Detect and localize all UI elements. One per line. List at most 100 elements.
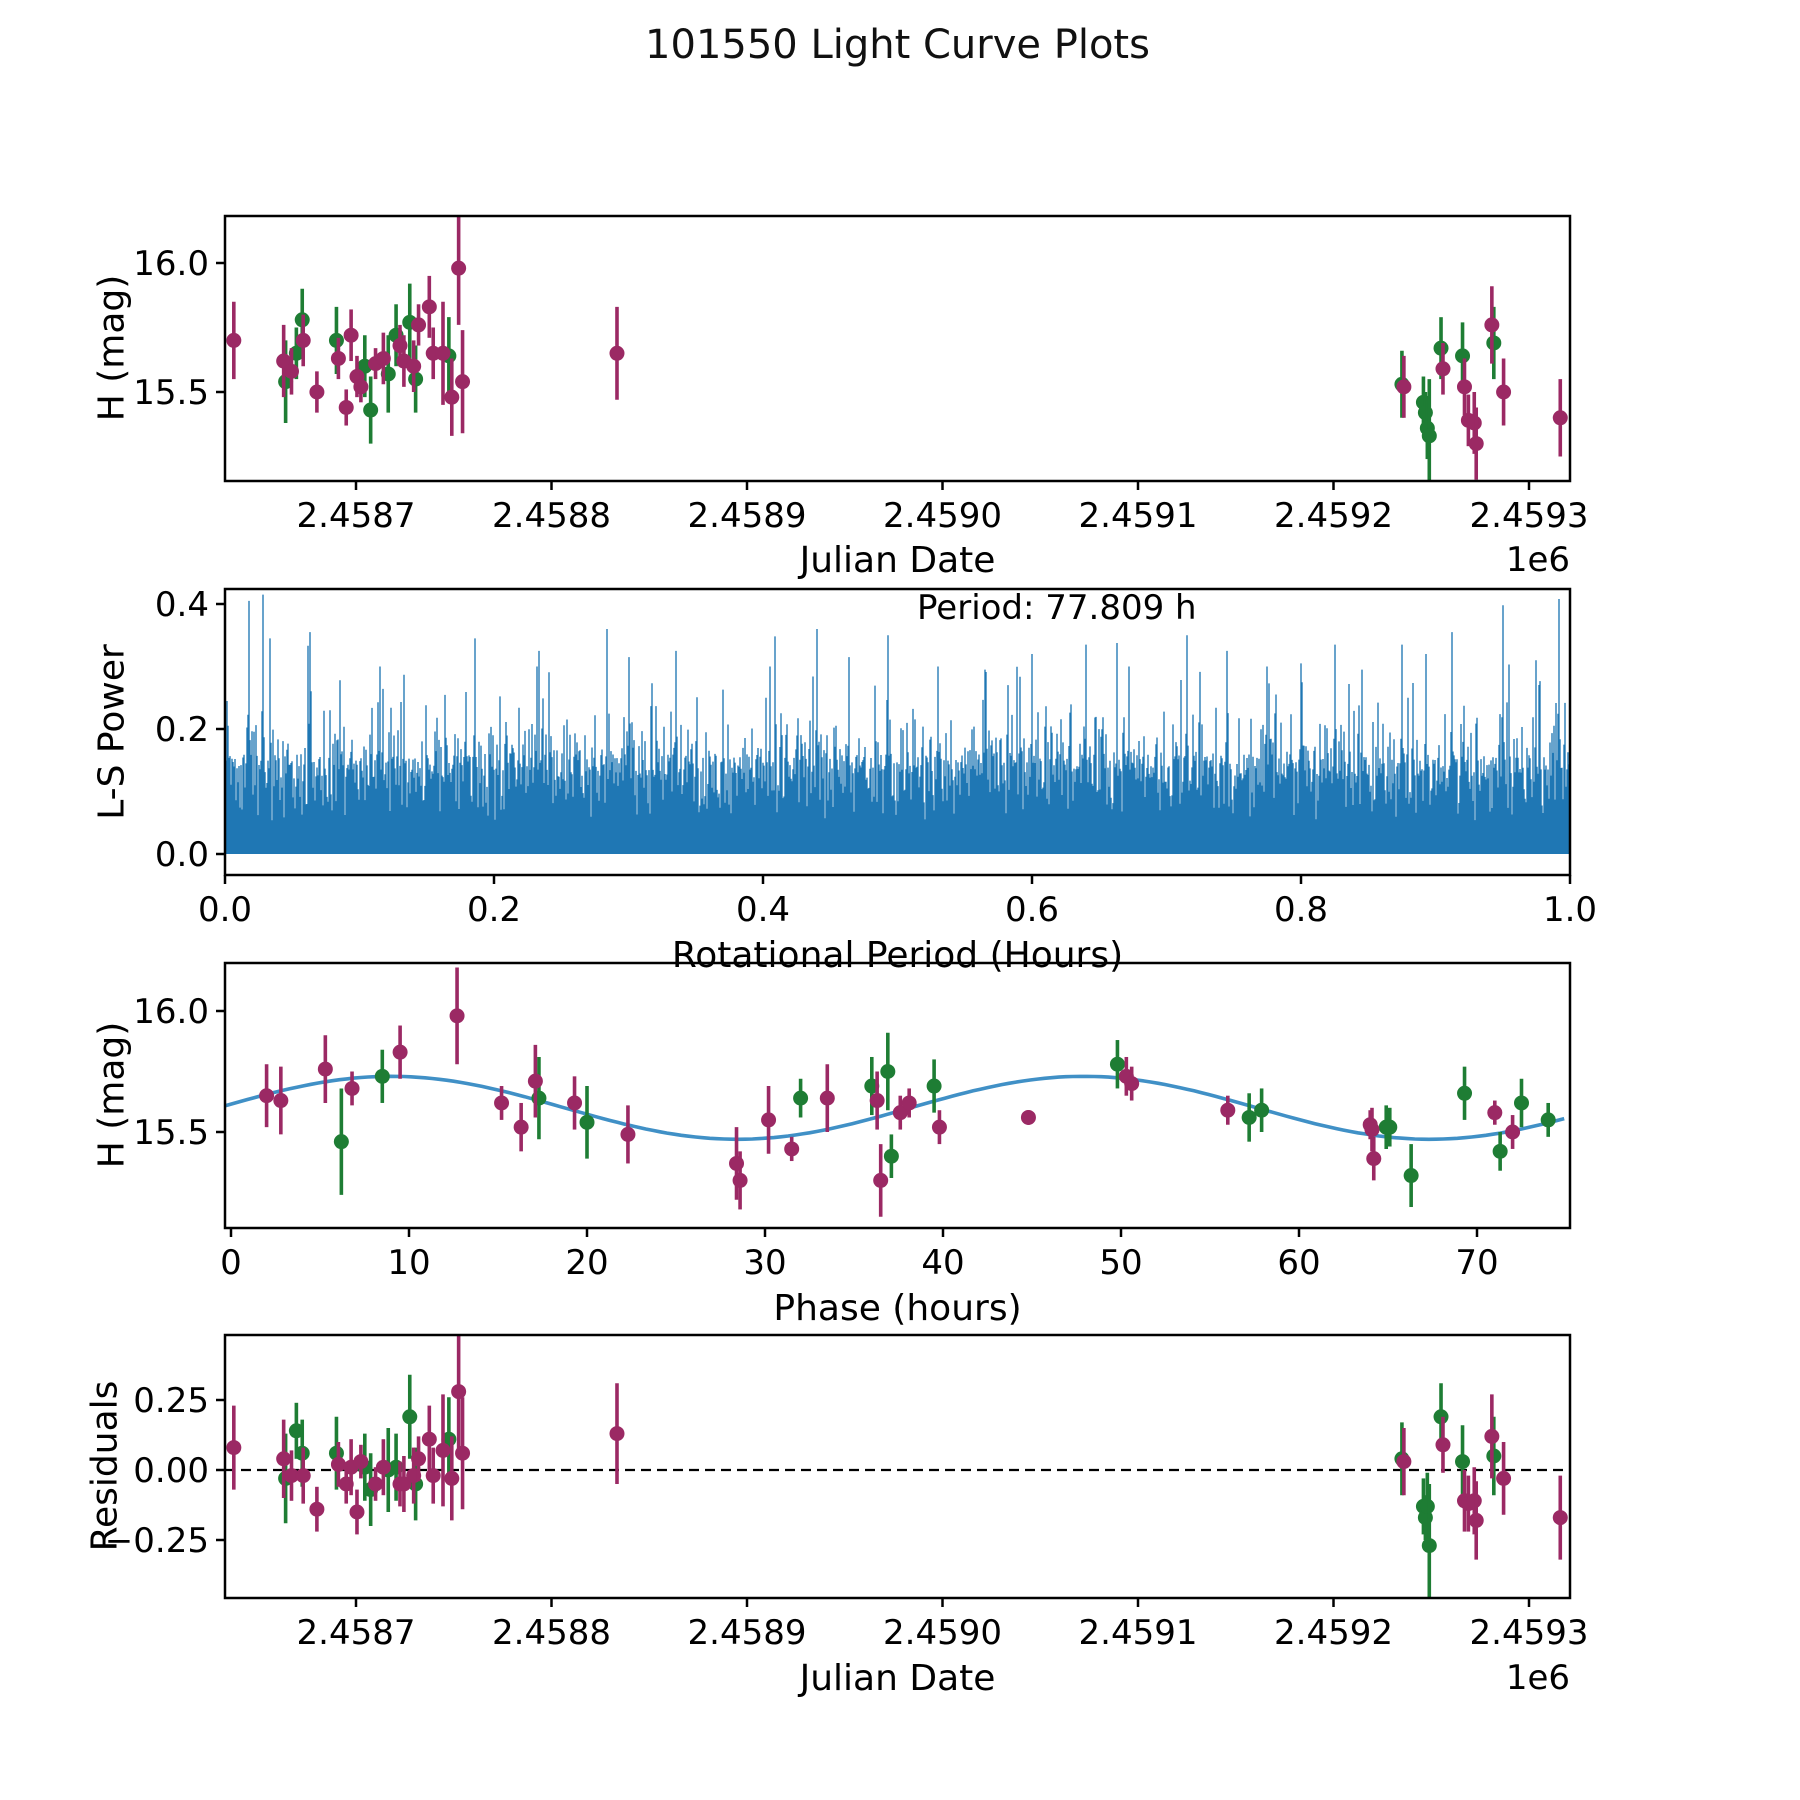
- phasecurve-point-filter-purple: [273, 1093, 289, 1109]
- residuals-point-filter-purple: [444, 1470, 460, 1486]
- residuals-xtick-label: 2.4590: [883, 1613, 1002, 1653]
- residuals-point-filter-purple: [1396, 1454, 1412, 1470]
- residuals-frame: [223, 1333, 1572, 1600]
- phasecurve-xlabel: Phase (hours): [773, 1288, 1022, 1329]
- phasecurve-point-filter-purple: [620, 1126, 636, 1142]
- phasecurve-point-filter-green: [333, 1134, 349, 1150]
- periodogram-xtick-label: 0.2: [467, 890, 521, 930]
- phasecurve-ytick-label: 15.5: [133, 1113, 209, 1153]
- residuals-point-filter-purple: [330, 1456, 346, 1472]
- residuals-point-filter-green: [1486, 1448, 1502, 1464]
- residuals-point-filter-green: [1433, 1409, 1449, 1425]
- phasecurve-point-filter-green: [1514, 1095, 1529, 1111]
- phasecurve-point-filter-purple: [931, 1119, 947, 1135]
- phasecurve-point-filter-purple: [892, 1105, 908, 1121]
- residuals-xtick-label: 2.4593: [1470, 1613, 1589, 1653]
- lightcurve-point-filter-purple: [1552, 410, 1568, 426]
- lightcurve-point-filter-purple: [1456, 379, 1472, 395]
- phasecurve-point-filter-purple: [873, 1172, 889, 1188]
- lightcurve-xtick-label: 2.4590: [883, 496, 1002, 536]
- lightcurve-point-filter-green: [1433, 340, 1449, 356]
- phasecurve-frame: [223, 961, 1572, 1230]
- residuals-point-filter-purple: [1468, 1512, 1484, 1528]
- phasecurve-point-filter-green: [1403, 1168, 1419, 1184]
- lightcurve-point-filter-purple: [375, 350, 391, 366]
- lightcurve-point-filter-purple: [406, 358, 422, 374]
- residuals-ytick-label: 0.00: [133, 1451, 209, 1491]
- lightcurve-point-filter-purple: [435, 345, 451, 361]
- lightcurve-xtick-label: 2.4591: [1079, 496, 1198, 536]
- lightcurve-point-filter-purple: [353, 379, 369, 395]
- lightcurve-point-filter-purple: [1468, 436, 1484, 452]
- lightcurve-point-filter-purple: [609, 345, 625, 361]
- lightcurve-xtick-label: 2.4593: [1470, 496, 1589, 536]
- residuals-point-filter-purple: [349, 1504, 365, 1520]
- lightcurve-point-filter-green: [408, 371, 424, 387]
- residuals-point-filter-purple: [421, 1431, 437, 1447]
- phasecurve-point-filter-green: [1109, 1056, 1125, 1072]
- periodogram-xtick-label: 1.0: [1543, 890, 1597, 930]
- phasecurve-point-filter-purple: [1364, 1122, 1380, 1138]
- phasecurve-xtick-label: 60: [1277, 1243, 1320, 1283]
- phasecurve-point-filter-green: [374, 1068, 390, 1084]
- periodogram-xtick-label: 0.6: [1005, 890, 1059, 930]
- residuals-xtick-label: 2.4588: [492, 1613, 611, 1653]
- phasecurve-point-filter-green: [1540, 1112, 1556, 1128]
- lightcurve-point-filter-purple: [1496, 384, 1512, 400]
- phasecurve-point-filter-purple: [513, 1119, 529, 1135]
- lightcurve-point-filter-purple: [1396, 379, 1412, 395]
- periodogram-ytick-label: 0.4: [155, 585, 209, 625]
- lightcurve-xtick-label: 2.4592: [1274, 496, 1393, 536]
- lightcurve-point-filter-purple: [283, 363, 299, 379]
- lightcurve-data: [226, 216, 1568, 481]
- lightcurve-xlabel: Julian Date: [799, 540, 996, 581]
- lightcurve-point-filter-purple: [338, 399, 354, 415]
- phasecurve-point-filter-purple: [1505, 1124, 1521, 1140]
- lightcurve-point-filter-purple: [1435, 361, 1451, 377]
- residuals-ylabel: Residuals: [84, 1380, 126, 1552]
- residuals-axis-offset: 1e6: [1505, 1658, 1570, 1698]
- periodogram-xtick-label: 0.0: [198, 890, 252, 930]
- lightcurve-point-filter-purple: [1484, 317, 1500, 333]
- residuals-point-filter-purple: [451, 1384, 467, 1400]
- phasecurve-point-filter-purple: [901, 1095, 917, 1111]
- lightcurve-ylabel: H (mag): [91, 274, 133, 422]
- periodogram-ylabel: L-S Power: [91, 644, 133, 820]
- lightcurve-point-filter-purple: [444, 389, 460, 405]
- lightcurve-xtick-label: 2.4587: [297, 496, 416, 536]
- residuals-point-filter-purple: [276, 1451, 292, 1467]
- residuals-point-filter-green: [1421, 1538, 1437, 1554]
- phasecurve-point-filter-purple: [869, 1093, 885, 1109]
- phasecurve-xtick-label: 10: [387, 1243, 430, 1283]
- phasecurve-ylabel: H (mag): [91, 1021, 133, 1169]
- lightcurve-point-filter-purple: [451, 260, 467, 276]
- phasecurve-point-filter-green: [579, 1114, 595, 1130]
- periodogram-xtick-label: 0.4: [736, 890, 790, 930]
- phasecurve-point-filter-purple: [732, 1172, 748, 1188]
- residuals-point-filter-purple: [295, 1468, 311, 1484]
- phasecurve-xtick-label: 70: [1455, 1243, 1498, 1283]
- phasecurve-point-filter-purple: [344, 1080, 360, 1096]
- phasecurve-data: [225, 967, 1565, 1217]
- lightcurve-xtick-label: 2.4588: [492, 496, 611, 536]
- phasecurve-point-filter-purple: [1487, 1105, 1503, 1121]
- phasecurve-point-filter-green: [926, 1078, 942, 1094]
- residuals-point-filter-purple: [1496, 1470, 1512, 1486]
- lightcurve-point-filter-purple: [309, 384, 325, 400]
- periodogram-ytick-label: 0.0: [155, 835, 209, 875]
- phasecurve-xtick-label: 20: [565, 1243, 608, 1283]
- periodogram-ytick-label: 0.2: [155, 710, 209, 750]
- lightcurve-point-filter-purple: [421, 299, 437, 315]
- residuals-ytick-label: 0.25: [133, 1381, 209, 1421]
- phasecurve-point-filter-purple: [761, 1112, 777, 1128]
- phasecurve-point-filter-green: [793, 1090, 809, 1106]
- phasecurve-point-filter-purple: [1020, 1109, 1036, 1125]
- figure-title: 101550 Light Curve Plots: [645, 22, 1150, 68]
- phasecurve-point-filter-purple: [1220, 1102, 1236, 1118]
- phasecurve-point-filter-purple: [567, 1095, 583, 1111]
- lightcurve-point-filter-purple: [295, 332, 311, 348]
- residuals-xtick-label: 2.4589: [688, 1613, 807, 1653]
- periodogram-power-trace: [225, 594, 1570, 854]
